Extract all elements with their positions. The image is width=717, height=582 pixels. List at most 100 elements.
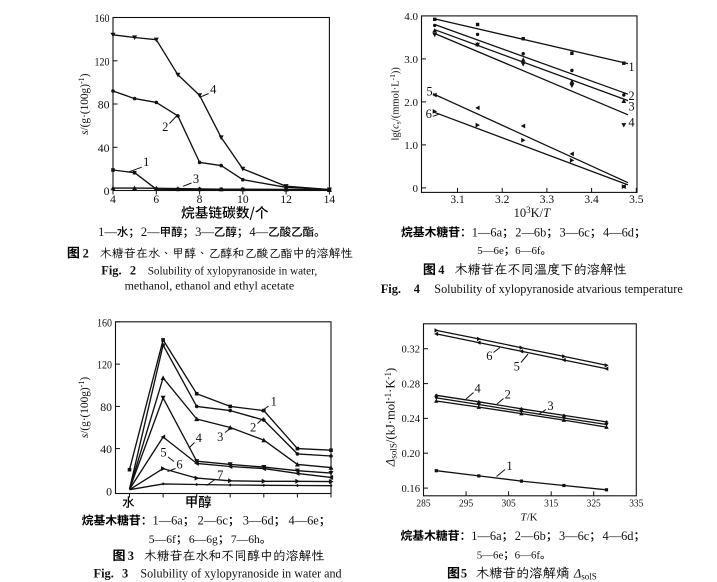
svg-text:6—6f: 6—6f [515,245,541,257]
svg-text:T/K: T/K [520,512,537,524]
svg-text:3.4: 3.4 [584,194,599,206]
svg-text:3.3: 3.3 [540,194,555,206]
svg-text:3—6c: 3—6c [560,225,591,239]
svg-text:1—6a: 1—6a [472,225,503,239]
svg-text:5: 5 [514,359,520,373]
svg-text:3: 3 [128,549,134,563]
svg-text:Solubility of xylopyranoside a: Solubility of xylopyranoside atvarious t… [434,282,682,296]
svg-text:ΔsolS/(kJ·mol-1·K-1): ΔsolS/(kJ·mol-1·K-1) [383,368,399,467]
svg-text:2—6c: 2—6c [198,514,229,528]
svg-text:1: 1 [506,459,512,473]
svg-text:1: 1 [143,155,149,169]
svg-text:6: 6 [486,349,492,363]
svg-text:120: 120 [97,358,112,372]
svg-text:12: 12 [280,194,292,206]
svg-text:305: 305 [502,499,516,510]
svg-text:4—: 4— [249,225,268,239]
svg-text:7: 7 [217,468,223,482]
svg-text:10: 10 [237,194,249,206]
svg-text:285: 285 [416,499,430,510]
svg-text:3.1: 3.1 [450,194,465,206]
svg-text:3.2: 3.2 [495,194,510,206]
svg-text:160: 160 [95,11,110,25]
svg-text:2—: 2— [141,225,160,239]
svg-text:40: 40 [98,141,110,155]
svg-text:0.24: 0.24 [401,414,420,425]
svg-text:3.5: 3.5 [629,194,644,206]
svg-text:3: 3 [628,100,634,114]
svg-text:s/(g·(100g)-1): s/(g·(100g)-1) [77,73,91,135]
svg-text:2: 2 [628,89,634,103]
svg-text:325: 325 [587,499,601,510]
svg-text:Solubility of xylopyranoside i: Solubility of xylopyranoside in water an… [140,567,341,581]
svg-text:120: 120 [95,54,110,68]
svg-text:6: 6 [176,458,182,472]
svg-text:2: 2 [83,246,89,260]
svg-text:1: 1 [271,395,277,409]
svg-text:3—6d: 3—6d [243,514,275,528]
svg-text:0: 0 [413,183,419,195]
svg-text:methanol, ethanol and ethyl ac: methanol, ethanol and ethyl acetate [125,279,295,293]
svg-text:4—6e: 4—6e [289,514,320,528]
svg-text:0.28: 0.28 [401,379,420,390]
svg-text:4: 4 [474,382,481,396]
svg-text:5: 5 [461,567,467,581]
svg-text:3: 3 [193,172,199,186]
svg-text:Fig.: Fig. [381,282,401,296]
svg-text:Solubility of xylopyranoside i: Solubility of xylopyranoside in water, [148,265,318,277]
svg-text:5: 5 [426,84,432,98]
svg-text:0.16: 0.16 [401,484,420,495]
svg-text:4: 4 [438,263,444,277]
svg-text:315: 315 [544,499,558,510]
svg-text:3—6c: 3—6c [559,529,590,543]
svg-text:5—6f: 5—6f [149,533,176,546]
svg-text:80: 80 [100,400,112,414]
svg-text:Fig.: Fig. [94,567,114,581]
svg-text:5: 5 [160,446,166,460]
svg-text:2—6b: 2—6b [515,529,546,543]
svg-text:4: 4 [628,116,635,130]
svg-text:2: 2 [505,388,511,402]
svg-text:4—6d: 4—6d [603,529,635,543]
svg-text:14: 14 [324,194,336,206]
svg-text:6: 6 [426,107,432,121]
svg-text:4: 4 [110,194,116,206]
svg-text:3: 3 [217,430,223,444]
svg-text:3: 3 [547,399,553,413]
svg-text:2: 2 [250,421,256,435]
svg-text:lg(cs/(mmol·L-1)): lg(cs/(mmol·L-1)) [388,67,403,141]
svg-text:0.32: 0.32 [401,345,420,356]
svg-text:2: 2 [162,120,168,134]
svg-text:3—: 3— [195,225,214,239]
svg-text:6: 6 [153,194,159,206]
svg-text:8: 8 [197,194,203,206]
svg-text:4—6d: 4—6d [603,225,635,239]
svg-text:Fig.: Fig. [101,263,121,277]
svg-text:1—6a: 1—6a [471,529,502,543]
svg-text:7—6h: 7—6h [231,533,260,546]
svg-text:160: 160 [97,316,112,330]
svg-text:2.0: 2.0 [404,97,418,109]
svg-text:1—6a: 1—6a [153,514,184,528]
svg-text:4: 4 [196,431,203,445]
svg-text:1.0: 1.0 [404,140,418,152]
svg-text:1—: 1— [98,225,117,239]
svg-text:1: 1 [628,60,634,74]
svg-text:6—6f: 6—6f [515,549,541,561]
svg-text:40: 40 [100,442,112,456]
svg-text:0.20: 0.20 [401,449,420,460]
svg-text:5—6e: 5—6e [477,549,504,561]
svg-text:2: 2 [130,263,136,277]
svg-text:ΔsolS: ΔsolS [573,567,597,582]
svg-text:295: 295 [459,499,473,510]
svg-text:80: 80 [98,98,110,112]
svg-text:0: 0 [106,484,112,498]
svg-text:4.0: 4.0 [404,11,418,23]
svg-text:4: 4 [414,282,420,296]
svg-text:6—6g: 6—6g [189,533,218,546]
svg-text:5—6e: 5—6e [477,245,504,257]
svg-text:0: 0 [104,184,110,198]
svg-text:335: 335 [629,499,643,510]
svg-text:2—6b: 2—6b [515,225,546,239]
svg-text:4: 4 [210,83,217,97]
